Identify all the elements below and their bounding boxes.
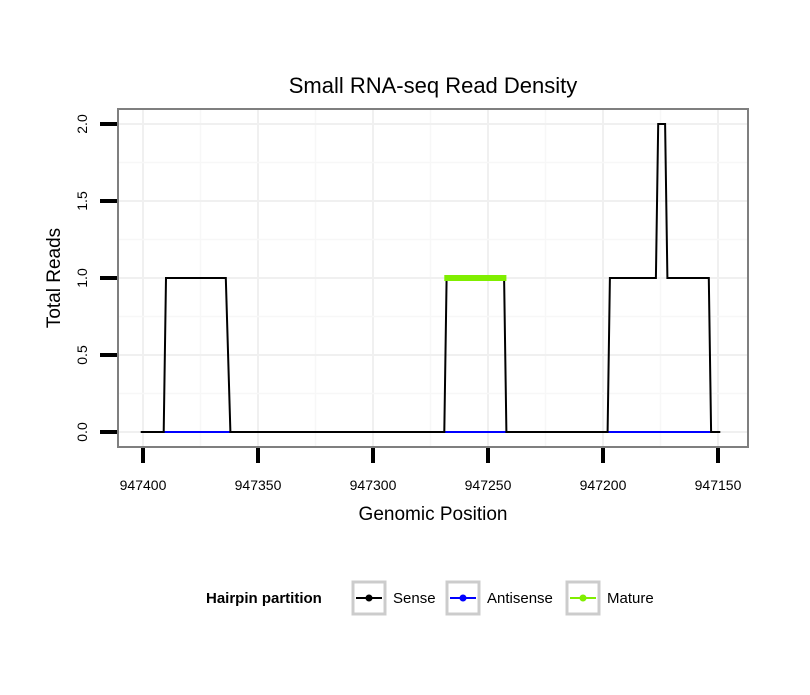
- y-tick-label: 0.5: [74, 345, 90, 365]
- legend-label: Sense: [393, 590, 436, 607]
- legend-item-antisense: Antisense: [445, 580, 553, 616]
- legend-key-point: [579, 594, 587, 602]
- legend: Hairpin partition Sense Antisense Mature: [206, 580, 654, 616]
- x-tick-label: 947350: [235, 477, 282, 493]
- series-layer: [140, 123, 721, 433]
- x-tick-label: 947250: [465, 477, 512, 493]
- y-axis-title: Total Reads: [44, 228, 65, 328]
- chart-title: Small RNA-seq Read Density: [289, 73, 578, 98]
- legend-key-point: [365, 594, 373, 602]
- x-tick-label: 947300: [350, 477, 397, 493]
- x-tick-label: 947150: [695, 477, 742, 493]
- legend-label: Antisense: [487, 590, 553, 607]
- legend-item-sense: Sense: [351, 580, 436, 616]
- legend-key-point: [459, 594, 467, 602]
- x-axis: 947400 947350 947300 947250 947200 947150: [120, 448, 742, 493]
- x-axis-title: Genomic Position: [359, 504, 508, 525]
- y-axis: 0.0 0.5 1.0 1.5 2.0: [74, 114, 117, 442]
- x-tick-label: 947200: [580, 477, 627, 493]
- y-tick-label: 0.0: [74, 422, 90, 442]
- x-tick-label: 947400: [120, 477, 167, 493]
- y-tick-label: 1.0: [74, 268, 90, 288]
- legend-label: Mature: [607, 590, 654, 607]
- legend-item-mature: Mature: [565, 580, 654, 616]
- series-line-sense: [140, 123, 721, 433]
- y-tick-label: 2.0: [74, 114, 90, 134]
- y-tick-label: 1.5: [74, 191, 90, 211]
- plot-panel-border: [117, 108, 749, 448]
- legend-title: Hairpin partition: [206, 590, 322, 607]
